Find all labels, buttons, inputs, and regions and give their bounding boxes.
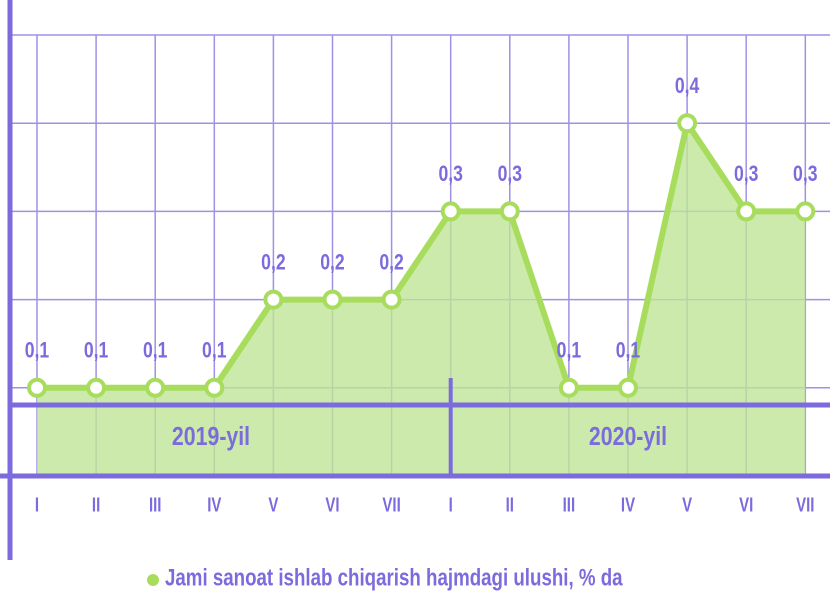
x-tick-label: VI xyxy=(739,493,753,516)
point xyxy=(204,377,225,398)
point xyxy=(499,201,520,222)
legend-label: Jami sanoat ishlab chiqarish hajmdagi ul… xyxy=(165,564,623,591)
value-label: 0,1 xyxy=(143,339,167,363)
value-label: 0,1 xyxy=(25,339,49,363)
group-label: 2019-yil xyxy=(172,422,250,452)
x-tick-label: III xyxy=(563,493,575,516)
x-tick-label: II xyxy=(506,493,514,516)
point xyxy=(27,377,47,398)
x-tick-label: I xyxy=(449,493,453,516)
x-tick-label: I xyxy=(35,493,39,516)
legend-marker xyxy=(147,574,159,586)
point xyxy=(86,377,107,398)
point xyxy=(795,201,816,222)
value-label: 0,4 xyxy=(675,74,699,98)
point xyxy=(677,113,698,134)
x-tick-label: VII xyxy=(796,493,814,516)
value-label: 0,3 xyxy=(498,162,522,186)
value-label: 0,2 xyxy=(320,251,344,275)
point xyxy=(618,377,638,398)
value-label: 0,1 xyxy=(616,339,640,363)
x-tick-label: IV xyxy=(621,493,635,516)
x-tick-label: II xyxy=(92,493,100,516)
point xyxy=(381,289,402,310)
x-tick-label: V xyxy=(682,493,692,516)
point xyxy=(322,289,343,310)
point xyxy=(736,201,757,222)
point xyxy=(263,289,284,310)
value-label: 0,1 xyxy=(84,339,108,363)
x-tick-label: III xyxy=(149,493,161,516)
x-tick-label: V xyxy=(268,493,278,516)
value-label: 0,2 xyxy=(261,251,285,275)
point xyxy=(440,201,461,222)
group-label: 2020-yil xyxy=(589,422,667,452)
x-tick-label: VII xyxy=(382,493,400,516)
value-label: 0,1 xyxy=(557,339,581,363)
point xyxy=(145,377,166,398)
x-tick-label: IV xyxy=(207,493,221,516)
value-label: 0,3 xyxy=(734,162,758,186)
value-label: 0,1 xyxy=(202,339,226,363)
x-tick-label: VI xyxy=(325,493,339,516)
value-label: 0,3 xyxy=(438,162,462,186)
value-label: 0,2 xyxy=(379,251,403,275)
value-label: 0,3 xyxy=(793,162,817,186)
point xyxy=(558,377,579,398)
